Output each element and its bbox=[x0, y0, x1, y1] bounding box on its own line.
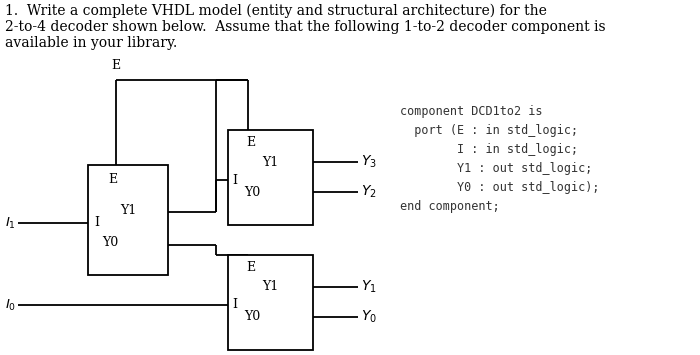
Text: E: E bbox=[246, 136, 255, 149]
Text: Y1: Y1 bbox=[262, 280, 279, 294]
Text: $\mathit{I}_0$: $\mathit{I}_0$ bbox=[5, 297, 16, 312]
Text: I: I bbox=[94, 217, 99, 229]
Bar bbox=[228, 255, 313, 350]
Text: Y0: Y0 bbox=[244, 186, 260, 198]
Bar bbox=[88, 165, 168, 275]
Text: I: I bbox=[232, 174, 237, 186]
Text: $Y_2$: $Y_2$ bbox=[361, 184, 377, 200]
Text: 2-to-4 decoder shown below.  Assume that the following 1-to-2 decoder component : 2-to-4 decoder shown below. Assume that … bbox=[5, 20, 606, 34]
Text: component DCD1to2 is
  port (E : in std_logic;
        I : in std_logic;
       : component DCD1to2 is port (E : in std_lo… bbox=[400, 105, 599, 213]
Text: 1.  Write a complete VHDL model (entity and structural architecture) for the: 1. Write a complete VHDL model (entity a… bbox=[5, 4, 547, 18]
Text: E: E bbox=[111, 59, 120, 72]
Text: $Y_3$: $Y_3$ bbox=[361, 154, 377, 170]
Text: Y0: Y0 bbox=[244, 311, 260, 323]
Text: Y1: Y1 bbox=[120, 203, 136, 217]
Text: $\mathit{I}_1$: $\mathit{I}_1$ bbox=[5, 215, 16, 230]
Text: Y1: Y1 bbox=[262, 155, 279, 169]
Text: available in your library.: available in your library. bbox=[5, 36, 177, 50]
Text: E: E bbox=[108, 173, 117, 186]
Bar bbox=[228, 130, 313, 225]
Text: $Y_1$: $Y_1$ bbox=[361, 279, 377, 295]
Text: I: I bbox=[232, 299, 237, 311]
Text: $Y_0$: $Y_0$ bbox=[361, 309, 377, 325]
Text: E: E bbox=[246, 261, 255, 274]
Text: Y0: Y0 bbox=[102, 236, 118, 250]
